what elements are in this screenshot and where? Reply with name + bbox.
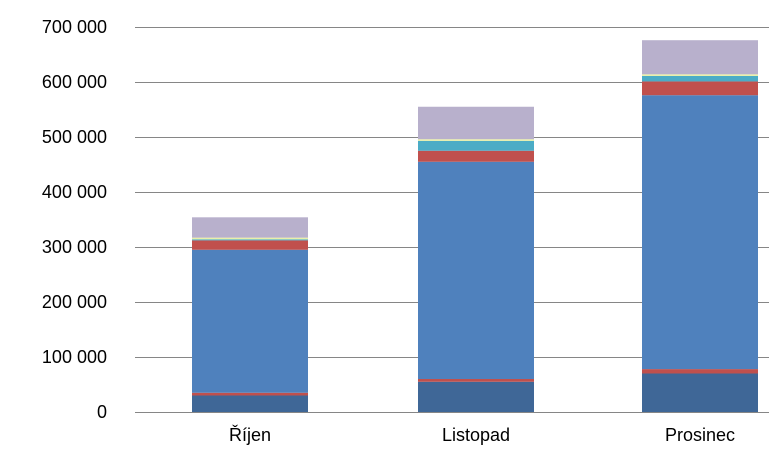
- bar-segment: [192, 249, 308, 393]
- y-tick-label: 400 000: [42, 182, 107, 202]
- bar-segment: [642, 95, 758, 370]
- bar-segment: [418, 381, 534, 412]
- x-tick-label: Listopad: [442, 425, 510, 445]
- bar-segment: [642, 369, 758, 374]
- y-tick-label: 500 000: [42, 127, 107, 147]
- bar-segment: [418, 150, 534, 162]
- y-tick-label: 300 000: [42, 237, 107, 257]
- y-tick-label: 100 000: [42, 347, 107, 367]
- bar-segment: [418, 161, 534, 379]
- bar-segment: [418, 139, 534, 141]
- bar-segment: [192, 239, 308, 241]
- y-tick-label: 600 000: [42, 72, 107, 92]
- bar-segment: [192, 240, 308, 250]
- y-tick-label: 700 000: [42, 17, 107, 37]
- bar-segment: [192, 217, 308, 238]
- bar-segment: [192, 392, 308, 396]
- y-tick-label: 0: [97, 402, 107, 422]
- x-axis-tick-labels: Říjen Listopad Prosinec: [229, 425, 735, 445]
- bars: [192, 40, 758, 412]
- bar-segment: [642, 74, 758, 76]
- y-tick-label: 200 000: [42, 292, 107, 312]
- bar-segment: [418, 379, 534, 382]
- y-axis-tick-labels: 0 100 000 200 000 300 000 400 000 500 000 600 …: [42, 17, 107, 422]
- bar-segment: [642, 373, 758, 412]
- bar-segment: [418, 106, 534, 140]
- x-tick-label: Říjen: [229, 425, 271, 445]
- bar-segment: [418, 140, 534, 151]
- x-tick-label: Prosinec: [665, 425, 735, 445]
- bar-segment: [192, 395, 308, 412]
- bar-segment: [192, 237, 308, 240]
- bar-segment: [642, 75, 758, 82]
- bar-segment: [642, 40, 758, 75]
- bar-segment: [642, 81, 758, 96]
